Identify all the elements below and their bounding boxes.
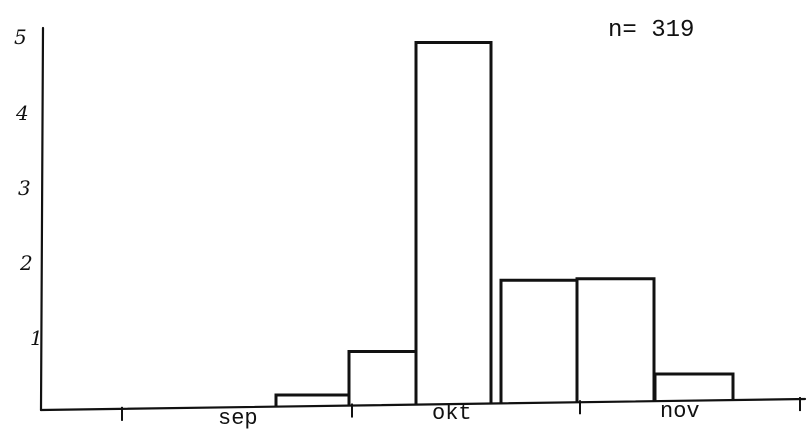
x-ticks [121,397,801,421]
bar-4 [499,278,579,404]
bars [274,41,735,407]
month-label-nov: nov [660,399,700,424]
y-tick-label-5: 5 [14,25,27,49]
month-label-okt: okt [432,401,472,426]
x-axis [39,397,807,412]
month-label-sep: sep [218,406,258,429]
bar-2 [347,350,428,406]
y-tick-label-2: 2 [19,251,33,275]
month-labels: sep okt nov [218,399,700,429]
bar-5 [575,277,656,403]
y-axis [39,26,45,412]
bar-6 [653,372,735,402]
y-tick-label-4: 4 [15,101,29,125]
sample-size-label: n= 319 [608,17,694,44]
y-tick-label-3: 3 [18,176,31,200]
y-tick-label-1: 1 [30,326,43,350]
bar-3 [414,41,493,405]
y-tick-labels: 1 2 3 4 5 [14,25,43,350]
